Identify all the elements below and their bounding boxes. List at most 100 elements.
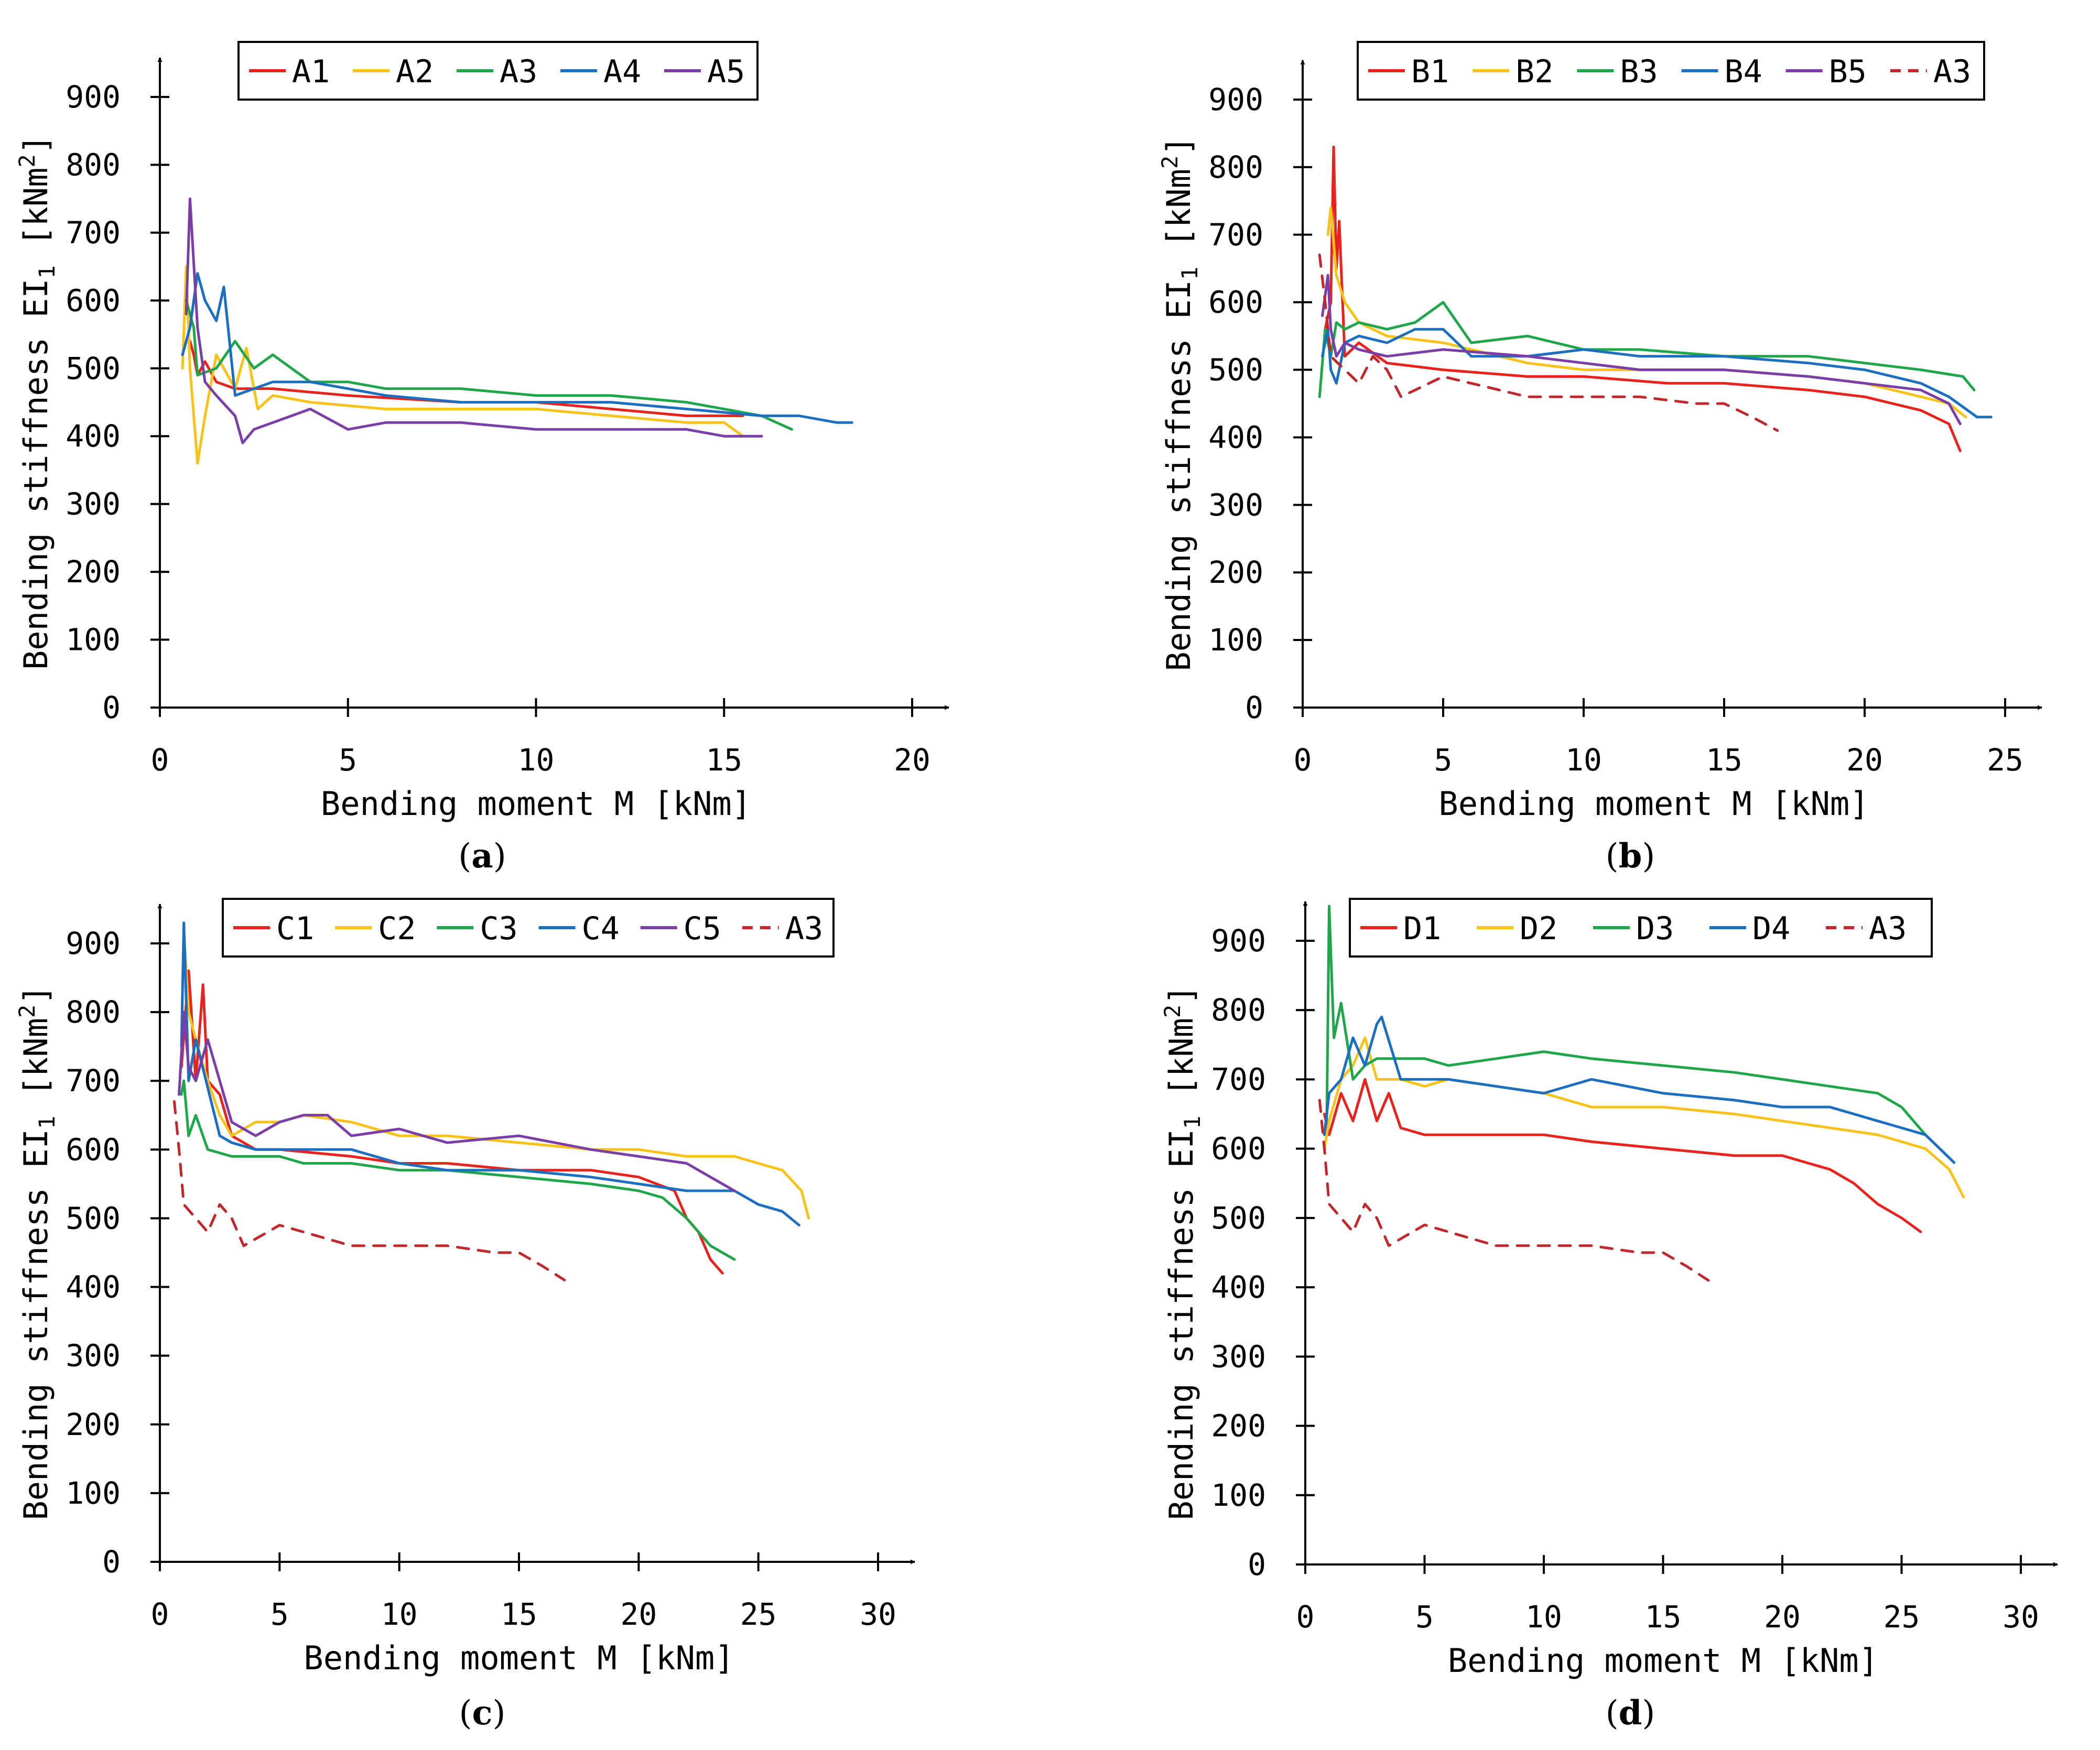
x-tick-label: 25 [1987,742,2023,778]
y-tick-label: 800 [66,147,121,182]
y-tick-label: 500 [1211,1200,1266,1236]
panel-label: (c) [459,1693,506,1733]
legend-label-d1: D1 [1403,910,1441,947]
series-line-c5 [178,1010,736,1192]
chart-panel-a: 0 100 200 300 400 500 600 700 800 900 0 5 10 15 20 Bend… [14,41,949,876]
y-tick-label: 300 [66,1338,121,1374]
x-tick-label: 5 [270,1596,289,1632]
x-tick-label: 0 [1294,742,1312,778]
legend-label-c3: C3 [480,910,517,947]
x-tick-label: 0 [1296,1599,1315,1635]
series-line-a3 [172,1100,566,1281]
y-tick-label: 700 [1208,217,1263,253]
legend-label-b4: B4 [1725,53,1762,90]
x-tick-label: 0 [151,1596,169,1632]
x-tick-label: 20 [620,1596,657,1632]
legend-label-c1: C1 [276,910,314,947]
x-tick-label: 15 [501,1596,537,1632]
series-line-c2 [182,928,810,1220]
legend-label-d3: D3 [1636,910,1674,947]
legend-label-c5: C5 [684,910,721,947]
series-line-c3 [180,1079,736,1261]
legend-label-b5: B5 [1829,53,1867,90]
x-tick-label: 30 [860,1596,896,1632]
y-tick-label: 600 [1211,1131,1266,1167]
series-line-a3 [1318,1099,1710,1282]
x-tick-label: 25 [740,1596,777,1632]
chart-panel-c: 0 100 200 300 400 500 600 700 800 900 0 5 10 15 20 25 30… [14,898,915,1733]
series-line-b5 [1321,274,1962,426]
legend-label-d4: D4 [1752,910,1790,947]
y-tick-label: 500 [66,351,121,386]
y-tick-label: 600 [66,282,121,318]
panel-label: (d) [1606,1693,1655,1733]
y-tick-label: 100 [1211,1477,1266,1513]
x-axis-label: Bending moment M [kNm] [1448,1642,1878,1680]
legend-label-a3: A3 [1933,53,1971,90]
series-line-a3 [1318,253,1779,432]
y-tick-label: 900 [66,926,121,961]
x-tick-label: 10 [1525,1599,1562,1635]
y-tick-label: 100 [66,1475,121,1511]
chart-panel-b: 0 100 200 300 400 500 600 700 800 900 0 5 10 15 20 25 Be… [1157,41,2042,876]
x-tick-label: 5 [339,742,357,778]
legend-label-a2: A2 [396,53,434,90]
y-tick-label: 800 [1208,149,1263,185]
series-line-a5 [185,197,763,444]
y-tick-label: 100 [1208,622,1263,658]
x-tick-label: 15 [1645,1599,1682,1635]
y-tick-label: 0 [1245,690,1263,725]
x-axis-label: Bending moment M [kNm] [1438,785,1869,823]
x-tick-label: 20 [1846,742,1883,778]
x-tick-label: 20 [1764,1599,1801,1635]
y-tick-label: 800 [1211,992,1266,1028]
x-axis-label: Bending moment M [kNm] [321,785,751,823]
y-tick-label: 400 [1208,419,1263,455]
y-tick-label: 200 [1211,1408,1266,1444]
x-tick-label: 10 [1565,742,1602,778]
y-tick-label: 800 [66,994,121,1030]
y-tick-label: 500 [66,1200,121,1236]
chart-panel-d: 0 100 200 300 400 500 600 700 800 900 0 5 10 15 20 25 30… [1160,898,2058,1733]
legend-label-b2: B2 [1516,53,1553,90]
legend-box [1357,41,1985,101]
series-line-a1 [188,340,744,417]
y-axis-label: Bending stiffness EI1 [kNm2] [14,135,60,670]
y-tick-label: 0 [102,690,121,725]
y-tick-label: 300 [66,486,121,522]
y-tick-label: 700 [66,215,121,251]
y-tick-label: 100 [66,622,121,658]
x-tick-label: 15 [706,742,742,778]
y-axis-label: Bending stiffness EI1 [kNm2] [1160,985,1205,1520]
y-tick-label: 900 [1211,923,1266,959]
panel-label: (b) [1606,836,1655,876]
y-tick-label: 200 [1208,555,1263,590]
legend-label-b1: B1 [1411,53,1449,90]
y-tick-label: 400 [66,1269,121,1305]
y-tick-label: 0 [102,1544,121,1580]
series-line-b4 [1321,328,1993,419]
y-tick-label: 700 [66,1063,121,1099]
legend-label-a3: A3 [500,53,537,90]
series-line-c1 [180,969,724,1275]
y-tick-label: 600 [1208,285,1263,320]
series-line-a4 [181,272,853,424]
legend-label-a3: A3 [785,910,823,947]
series-line-c4 [180,921,800,1227]
y-tick-label: 200 [66,1407,121,1442]
y-tick-label: 400 [1211,1269,1266,1305]
y-tick-label: 300 [1211,1339,1266,1374]
x-tick-label: 5 [1434,742,1453,778]
series-line-b2 [1326,206,1967,419]
y-tick-label: 200 [66,554,121,590]
series-line-b3 [1318,301,1976,398]
legend-box [222,898,835,958]
series-line-d3 [1325,905,1927,1136]
x-tick-label: 10 [381,1596,418,1632]
series-line-a3 [185,299,793,431]
panel-label: (a) [458,836,506,876]
x-tick-label: 15 [1706,742,1742,778]
legend-label-c2: C2 [378,910,416,947]
legend-label-a4: A4 [603,53,641,90]
